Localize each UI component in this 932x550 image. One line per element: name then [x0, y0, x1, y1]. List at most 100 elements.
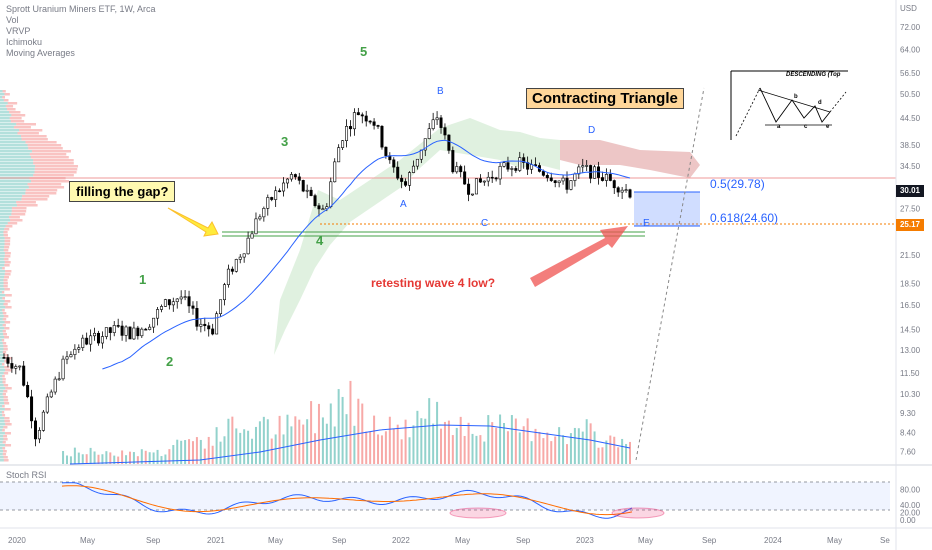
profile-bar-up	[0, 240, 5, 243]
fib-05-label: 0.5(29.78)	[710, 177, 765, 191]
profile-bar-down	[25, 192, 57, 195]
price-tick-label: 64.00	[900, 45, 921, 54]
candle-body	[494, 177, 498, 180]
volume-bar	[219, 441, 222, 464]
time-axis[interactable]: 2020 May Sep 2021 May Sep 2022 May Sep 2023 May Sep…	[8, 536, 890, 545]
candle-body	[345, 126, 349, 141]
candle-body	[167, 299, 171, 306]
profile-bar-down	[1, 411, 5, 414]
profile-bar-up	[0, 324, 3, 327]
candle-body	[506, 162, 510, 170]
legend-vrvp[interactable]: VRVP	[6, 26, 31, 36]
stoch-rsi-title[interactable]: Stoch RSI	[6, 470, 47, 480]
volume-bar	[377, 434, 380, 464]
profile-bar-up	[0, 189, 26, 192]
time-tick-label: May	[638, 536, 653, 545]
candle-body	[124, 326, 128, 336]
candle-body	[22, 365, 26, 386]
profile-bar-up	[0, 216, 9, 219]
profile-bar-down	[3, 390, 8, 393]
legend-moving-averages[interactable]: Moving Averages	[6, 48, 75, 58]
profile-bar-down	[7, 102, 18, 105]
candle-body	[415, 158, 419, 167]
time-tick-label: 2023	[576, 536, 594, 545]
fib-0618-label: 0.618(24.60)	[710, 211, 779, 225]
profile-bar-down	[4, 237, 11, 240]
profile-bar-up	[0, 255, 5, 258]
profile-bar-up	[0, 264, 5, 267]
profile-bar-up	[0, 414, 3, 417]
profile-bar-down	[5, 306, 12, 309]
candle-body	[289, 174, 293, 180]
candle-body	[427, 128, 431, 139]
volume-bar	[65, 455, 68, 464]
profile-bar-up	[0, 303, 4, 306]
volume-bar	[117, 456, 120, 464]
volume-bar	[526, 418, 529, 464]
volume-bar	[424, 418, 427, 464]
candle-body	[49, 391, 53, 398]
volume-bar	[577, 428, 580, 464]
candle-body	[81, 337, 85, 348]
symbol-title[interactable]: Sprott Uranium Miners ETF, 1W, Arca	[6, 4, 156, 14]
time-tick-label: Sep	[516, 536, 531, 545]
profile-bar-up	[0, 156, 31, 159]
profile-bar-up	[0, 213, 12, 216]
candle-body	[207, 325, 211, 330]
volume-bar	[428, 398, 431, 464]
profile-bar-down	[3, 303, 8, 306]
profile-bar-up	[0, 246, 5, 249]
profile-bar-down	[19, 129, 43, 132]
profile-bar-up	[0, 384, 4, 387]
profile-bar-down	[3, 396, 8, 399]
volume-bar	[373, 415, 376, 464]
fib-zone	[634, 192, 700, 226]
profile-bar-down	[3, 285, 8, 288]
candle-body	[573, 173, 577, 181]
profile-bar-down	[25, 141, 57, 144]
profile-bar-down	[9, 117, 22, 120]
rsi-highlight-1	[449, 507, 507, 519]
volume-bar	[499, 414, 502, 464]
volume-bar	[522, 426, 525, 464]
profile-bar-down	[33, 174, 74, 177]
profile-bar-up	[0, 306, 6, 309]
volume-bar	[69, 456, 72, 464]
candle-body	[612, 180, 616, 189]
volume-bar	[140, 449, 143, 464]
profile-bar-up	[0, 222, 8, 225]
profile-bar-down	[2, 378, 6, 381]
candle-body	[226, 268, 230, 285]
profile-bar-up	[0, 285, 4, 288]
legend-vol[interactable]: Vol	[6, 15, 19, 25]
profile-bar-up	[0, 381, 3, 384]
volume-bar	[365, 431, 368, 464]
candle-body	[242, 253, 246, 258]
candle-body	[112, 325, 116, 333]
volume-bar	[349, 380, 352, 464]
time-tick-label: 2022	[392, 536, 410, 545]
volume-bar	[136, 456, 139, 464]
profile-bar-up	[0, 231, 4, 234]
profile-bar-down	[4, 240, 11, 243]
candle-body	[45, 396, 49, 413]
profile-bar-down	[4, 417, 10, 420]
candle-body	[297, 176, 301, 181]
profile-bar-down	[2, 324, 6, 327]
profile-bar-down	[22, 195, 50, 198]
price-axis[interactable]: 72.00 64.00 56.50 50.50 44.50 38.50 34.50 27.50…	[900, 4, 921, 456]
profile-bar-up	[0, 147, 29, 150]
profile-bar-up	[0, 294, 6, 297]
profile-bar-down	[8, 216, 20, 219]
candle-body	[604, 174, 608, 181]
profile-bar-up	[0, 210, 12, 213]
volume-bar	[447, 420, 450, 464]
wave-4-label: 4	[316, 233, 324, 248]
volume-bar	[400, 439, 403, 464]
profile-bar-down	[2, 351, 7, 354]
profile-bar-up	[0, 354, 4, 357]
legend-ichimoku[interactable]: Ichimoku	[6, 37, 43, 47]
volume-bar	[290, 426, 293, 464]
